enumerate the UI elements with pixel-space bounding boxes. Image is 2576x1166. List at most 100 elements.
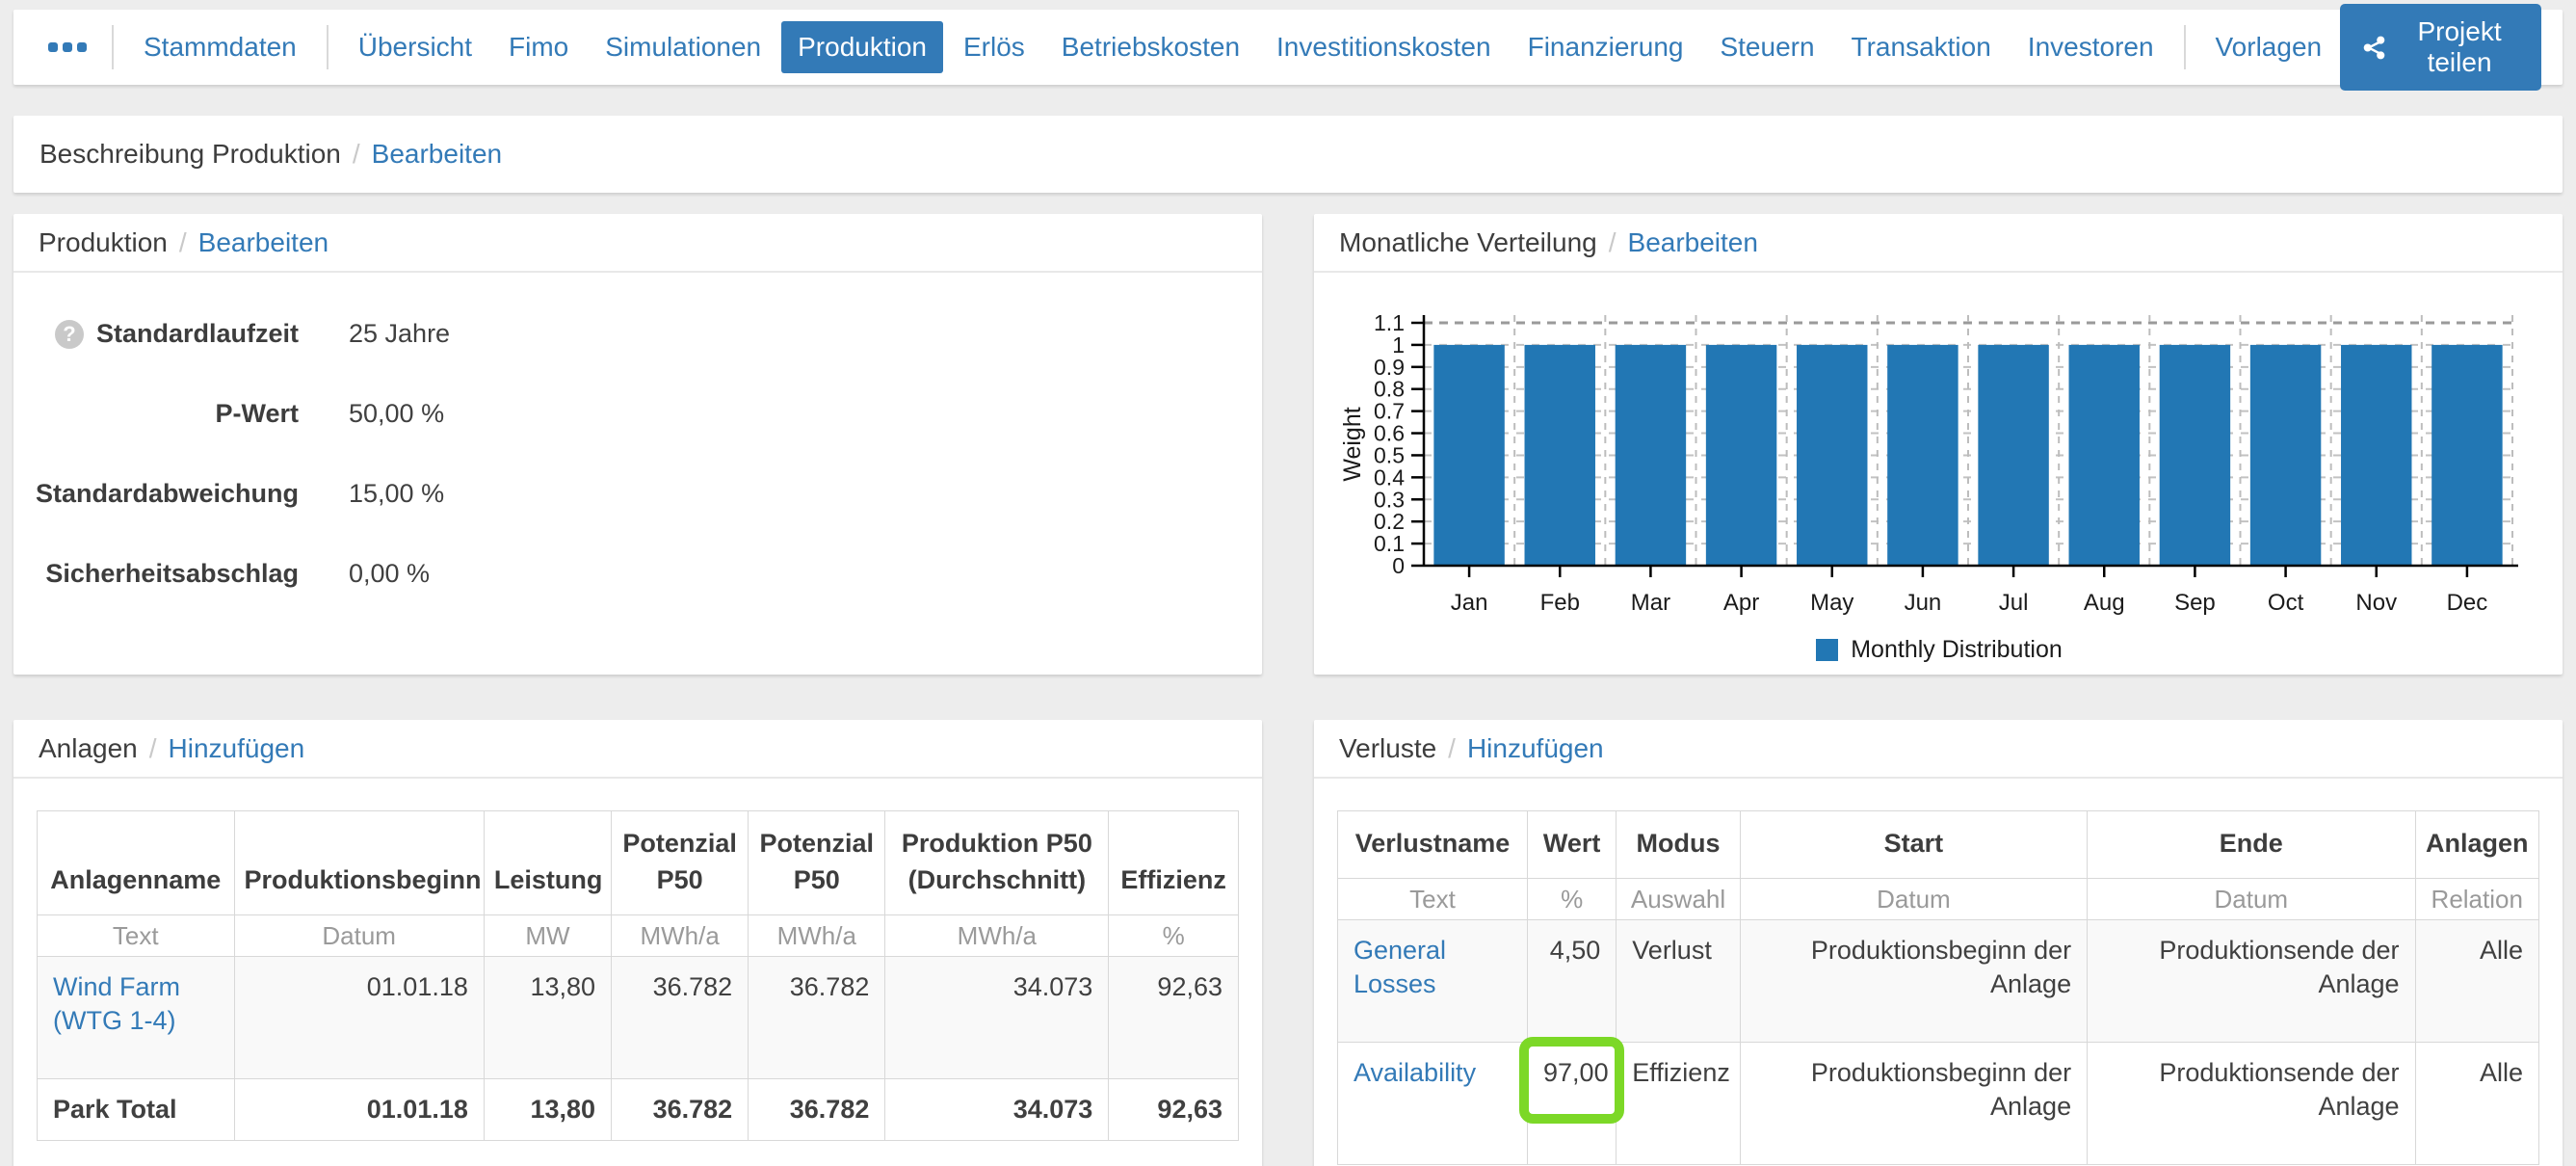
nav-item-bersicht[interactable]: Übersicht: [357, 32, 473, 62]
column-header-leistung: Leistung: [483, 810, 613, 915]
row-link-general-losses[interactable]: General Losses: [1354, 936, 1447, 998]
column-header-effizienz: Effizienz: [1108, 810, 1239, 915]
nav-item-erl-s[interactable]: Erlös: [963, 32, 1025, 62]
column-unit: Text: [37, 914, 235, 957]
nav-item-produktion[interactable]: Produktion: [781, 21, 943, 73]
nav-item-investitionskosten[interactable]: Investitionskosten: [1276, 32, 1491, 62]
monthly-distribution-edit-link[interactable]: Bearbeiten: [1627, 227, 1758, 257]
verluste-add-link[interactable]: Hinzufügen: [1466, 733, 1604, 763]
top-navbar: Stammdaten Übersicht Fimo Simulationen Produ…: [13, 4, 2563, 91]
value-cell: 13,80: [483, 956, 613, 1079]
monthly-distribution-chart: 00.10.20.30.40.50.60.70.80.911.1 Jan Feb Ma…: [1339, 310, 2518, 616]
table-row: Availability 97,00 Effizienz Produktionsbeg…: [1336, 1037, 2540, 1165]
field-value: 50,00 %: [349, 399, 445, 428]
row-link-availability[interactable]: Availability: [1354, 1058, 1477, 1087]
nav-item-investoren[interactable]: Investoren: [2027, 32, 2154, 62]
value-cell: 34.073: [884, 956, 1110, 1079]
column-header-wert: Wert: [1527, 810, 1617, 879]
panel-grid: Produktion / Bearbeiten ? Standardlaufzei…: [13, 214, 2563, 1166]
svg-text:Nov: Nov: [2355, 590, 2397, 616]
field-value: 25 Jahre: [349, 319, 451, 348]
field-row-standardlaufzeit: ? Standardlaufzeit 25 Jahre: [13, 319, 1262, 349]
name-cell: Park Total: [37, 1078, 235, 1141]
column-unit: Text: [1336, 878, 1529, 920]
field-value: 0,00 %: [349, 559, 431, 588]
production-panel-title: Produktion: [39, 227, 168, 257]
nav-item-transaktion[interactable]: Transaktion: [1851, 32, 1991, 62]
nav-item-finanzierung[interactable]: Finanzierung: [1527, 32, 1684, 62]
svg-text:Sep: Sep: [2174, 590, 2216, 616]
table-header-row: Verlustname Wert Modus Start Ende Anlagen: [1336, 810, 2540, 879]
value-cell: 36.782: [611, 1078, 749, 1141]
value-cell: 01.01.18: [233, 1078, 485, 1141]
table-header-row: Anlagenname Produktionsbeginn Leistung Pote…: [37, 810, 1239, 915]
anlagen-add-link[interactable]: Hinzufügen: [168, 733, 305, 763]
ende-cell: Produktionsende der Anlage: [2087, 919, 2416, 1043]
header-separator: /: [1608, 227, 1617, 257]
nav-separator: [112, 25, 114, 69]
column-header-verlustname: Verlustname: [1336, 810, 1529, 879]
nav-item-stammdaten[interactable]: Stammdaten: [144, 32, 297, 62]
column-header-start: Start: [1739, 810, 2089, 879]
nav-separator: [326, 25, 329, 69]
field-label: P-Wert: [13, 399, 299, 429]
column-unit: Datum: [2087, 878, 2416, 920]
svg-text:0: 0: [1392, 553, 1405, 578]
verluste-panel-header: Verluste / Hinzufügen: [1314, 720, 2563, 779]
column-header-potenzial-p50: Potenzial P50: [611, 810, 749, 915]
more-menu-icon[interactable]: [35, 42, 100, 52]
row-link-wind-farm-wtg-1-4[interactable]: Wind Farm (WTG 1-4): [53, 972, 181, 1035]
nav-item-steuern[interactable]: Steuern: [1720, 32, 1815, 62]
breadcrumb-separator: /: [352, 139, 360, 169]
table-units-row: Text% Auswahl Datum Datum Relation: [1336, 878, 2540, 920]
svg-text:Oct: Oct: [2268, 590, 2304, 616]
monthly-distribution-panel-header: Monatliche Verteilung / Bearbeiten: [1314, 214, 2563, 273]
chart-body: 0 0.1 0.2 0.3 0.4 0.5 0.6 0.7 0.8 0.9 1 1.1 Jan Feb Ma…: [1314, 273, 2563, 674]
field-row-p-wert: P-Wert 50,00 %: [13, 399, 1262, 429]
svg-text:May: May: [1810, 590, 1853, 616]
svg-text:0.3: 0.3: [1374, 487, 1405, 512]
svg-text:0.1: 0.1: [1374, 531, 1405, 556]
table-units-row: Text Datum MW MWh/a MWh/a MWh/a%: [37, 914, 1239, 957]
nav-item-vorlagen[interactable]: Vorlagen: [2215, 32, 2323, 62]
field-row-sicherheitsabschlag: Sicherheitsabschlag 0,00 %: [13, 559, 1262, 589]
legend-swatch: [1816, 639, 1839, 661]
value-cell: 34.073: [884, 1078, 1110, 1141]
column-unit: Datum: [233, 914, 485, 957]
svg-text:Apr: Apr: [1723, 590, 1759, 616]
legend-label: Monthly Distribution: [1851, 636, 2063, 663]
breadcrumb-edit-link[interactable]: Bearbeiten: [371, 139, 503, 169]
column-unit: MWh/a: [884, 914, 1110, 957]
breadcrumb: Beschreibung Produktion / Bearbeiten: [13, 116, 2563, 193]
verluste-table: Verlustname Wert Modus Start Ende Anlagen Text…: [1336, 810, 2540, 1165]
share-project-button[interactable]: Projekt teilen: [2340, 4, 2541, 91]
production-fields: ? Standardlaufzeit 25 Jahre P-Wert 50,00 % St…: [13, 273, 1262, 649]
svg-text:1.1: 1.1: [1374, 310, 1405, 335]
svg-text:0.2: 0.2: [1374, 509, 1405, 534]
column-unit: Datum: [1739, 878, 2089, 920]
nav-item-simulationen[interactable]: Simulationen: [605, 32, 762, 62]
help-icon[interactable]: ?: [54, 319, 84, 349]
anlagen-panel-header: Anlagen / Hinzufügen: [13, 720, 1262, 779]
nav-item-fimo[interactable]: Fimo: [509, 32, 569, 62]
chart-legend: Monthly Distribution: [1335, 636, 2543, 664]
nav-separator: [2183, 25, 2186, 69]
nav-item-betriebskosten[interactable]: Betriebskosten: [1061, 32, 1241, 62]
modus-cell: Effizienz: [1616, 1042, 1741, 1165]
svg-text:0.6: 0.6: [1374, 421, 1405, 446]
svg-text:Aug: Aug: [2084, 590, 2125, 616]
field-label-text: Standardlaufzeit: [95, 319, 299, 348]
column-header-anlagenname: Anlagenname: [37, 810, 235, 915]
start-cell: Produktionsbeginn der Anlage: [1739, 919, 2089, 1043]
production-edit-link[interactable]: Bearbeiten: [197, 227, 329, 257]
field-row-standardabweichung: Standardabweichung 15,00 %: [13, 479, 1262, 509]
svg-text:0.8: 0.8: [1374, 377, 1405, 402]
verluste-panel-title: Verluste: [1339, 733, 1437, 763]
anlagen-panel: Anlagen / Hinzufügen Anlagenname Produkti…: [13, 720, 1262, 1166]
field-label-text: Standardabweichung: [35, 479, 299, 508]
name-cell: Wind Farm (WTG 1-4): [37, 956, 235, 1079]
share-icon: [2361, 35, 2387, 61]
column-header-anlagen: Anlagen: [2414, 810, 2540, 879]
start-cell: Produktionsbeginn der Anlage: [1739, 1042, 2089, 1165]
header-separator: /: [1448, 733, 1456, 763]
